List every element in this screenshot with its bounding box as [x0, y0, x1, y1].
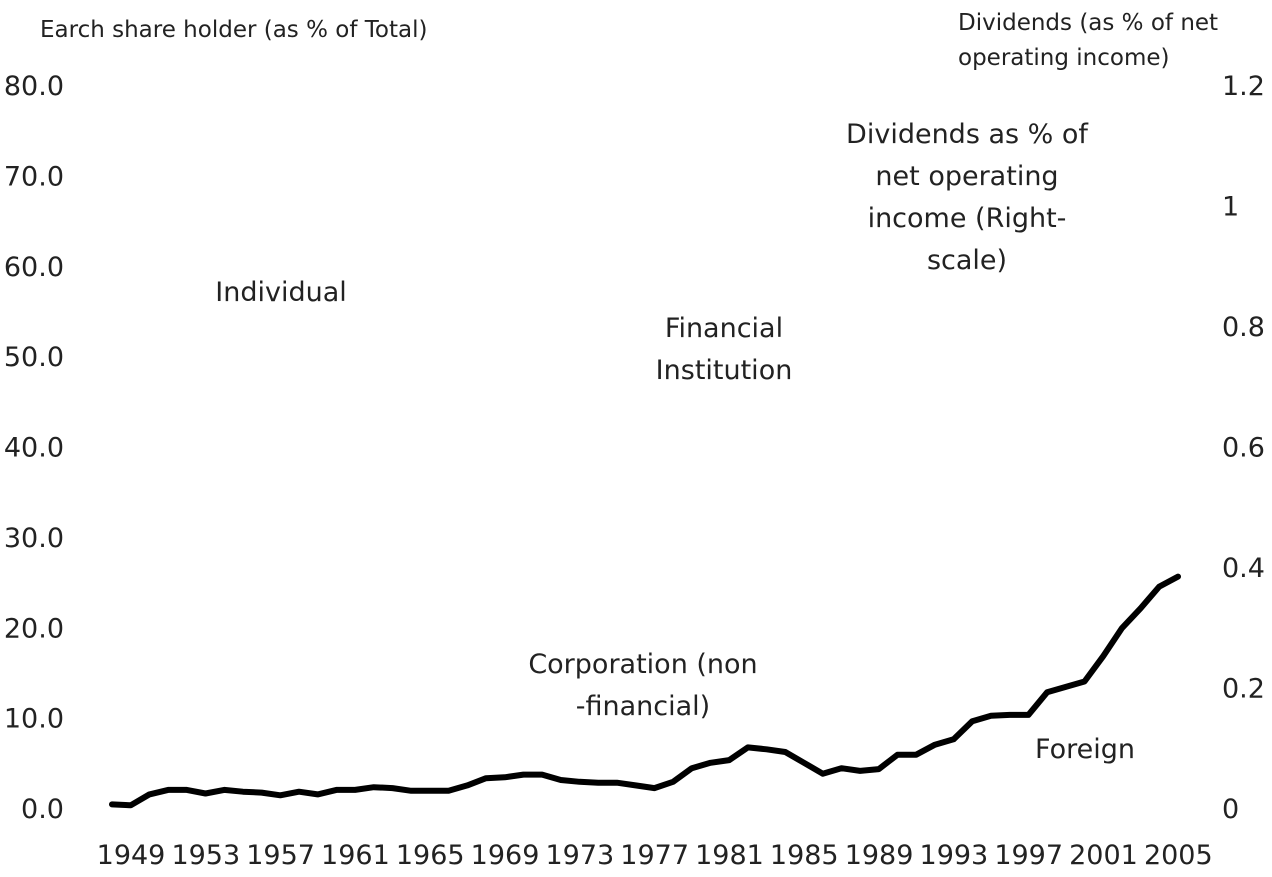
right-tick-label: 0.2 — [1222, 674, 1265, 705]
x-tick-label: 1953 — [171, 840, 240, 871]
x-tick-label: 1977 — [620, 840, 689, 871]
annotation-individual-line: Individual — [215, 277, 347, 308]
annotation-dividends-line: net operating — [875, 161, 1058, 192]
left-tick-label: 40.0 — [4, 433, 64, 464]
left-tick-label: 20.0 — [4, 613, 64, 644]
x-tick-label: 1981 — [695, 840, 764, 871]
right-tick-label: 0.8 — [1222, 312, 1265, 343]
x-tick-label: 1949 — [97, 840, 166, 871]
right-axis-title: Dividends (as % of net operating income) — [958, 10, 1225, 71]
x-tick-label: 1969 — [471, 840, 540, 871]
left-axis-title: Earch share holder (as % of Total) — [40, 17, 427, 43]
annotation-corporation: Corporation (non -financial) — [528, 649, 757, 722]
left-tick-label: 0.0 — [21, 794, 64, 825]
left-tick-label: 80.0 — [4, 71, 64, 102]
right-axis-title-line-2: operating income) — [958, 45, 1169, 71]
x-tick-label: 1965 — [396, 840, 465, 871]
annotation-dividends-line: Dividends as % of — [846, 119, 1089, 150]
x-tick-label: 1973 — [545, 840, 614, 871]
series-layer — [109, 573, 1181, 809]
annotations: Individual Financial Institution Dividends … — [215, 119, 1135, 765]
x-tick-label: 2001 — [1069, 840, 1138, 871]
right-axis-title-line-1: Dividends (as % of net — [958, 10, 1218, 36]
right-tick-label: 0.4 — [1222, 553, 1265, 584]
annotation-foreign-line: Foreign — [1035, 734, 1135, 765]
left-tick-label: 30.0 — [4, 523, 64, 554]
annotation-financial-line: Financial — [665, 313, 783, 344]
annotation-financial: Financial Institution — [656, 313, 793, 386]
right-tick-label: 1.2 — [1222, 71, 1265, 102]
x-tick-label: 1961 — [321, 840, 390, 871]
x-tick-label: 1997 — [994, 840, 1063, 871]
series-line-0 — [109, 573, 1181, 809]
right-tick-label: 0 — [1222, 794, 1239, 825]
left-tick-label: 50.0 — [4, 342, 64, 373]
left-tick-label: 10.0 — [4, 704, 64, 735]
right-axis-ticks: 0 0.2 0.4 0.6 0.8 1 1.2 — [1222, 71, 1265, 825]
annotation-financial-line: Institution — [656, 355, 793, 386]
x-tick-label: 1993 — [920, 840, 989, 871]
annotation-dividends-line: scale) — [927, 245, 1007, 276]
x-tick-label: 1957 — [246, 840, 315, 871]
annotation-foreign: Foreign — [1035, 734, 1135, 765]
annotation-corporation-line: Corporation (non — [528, 649, 757, 680]
x-tick-label: 1985 — [770, 840, 839, 871]
annotation-dividends: Dividends as % of net operating income (Ri… — [846, 119, 1089, 276]
right-tick-label: 1 — [1222, 192, 1239, 223]
left-tick-label: 60.0 — [4, 252, 64, 283]
right-tick-label: 0.6 — [1222, 433, 1265, 464]
annotation-individual: Individual — [215, 277, 347, 308]
x-tick-label: 1989 — [845, 840, 914, 871]
left-tick-label: 70.0 — [4, 161, 64, 192]
x-axis-ticks: 1949 1953 1957 1961 1965 1969 1973 1977 1981 1985… — [97, 840, 1213, 871]
x-tick-label: 2005 — [1144, 840, 1213, 871]
annotation-dividends-line: income (Right- — [868, 203, 1067, 234]
annotation-corporation-line: -financial) — [576, 691, 710, 722]
left-axis-ticks: 0.0 10.0 20.0 30.0 40.0 50.0 60.0 70.0 80.0 — [4, 71, 64, 825]
